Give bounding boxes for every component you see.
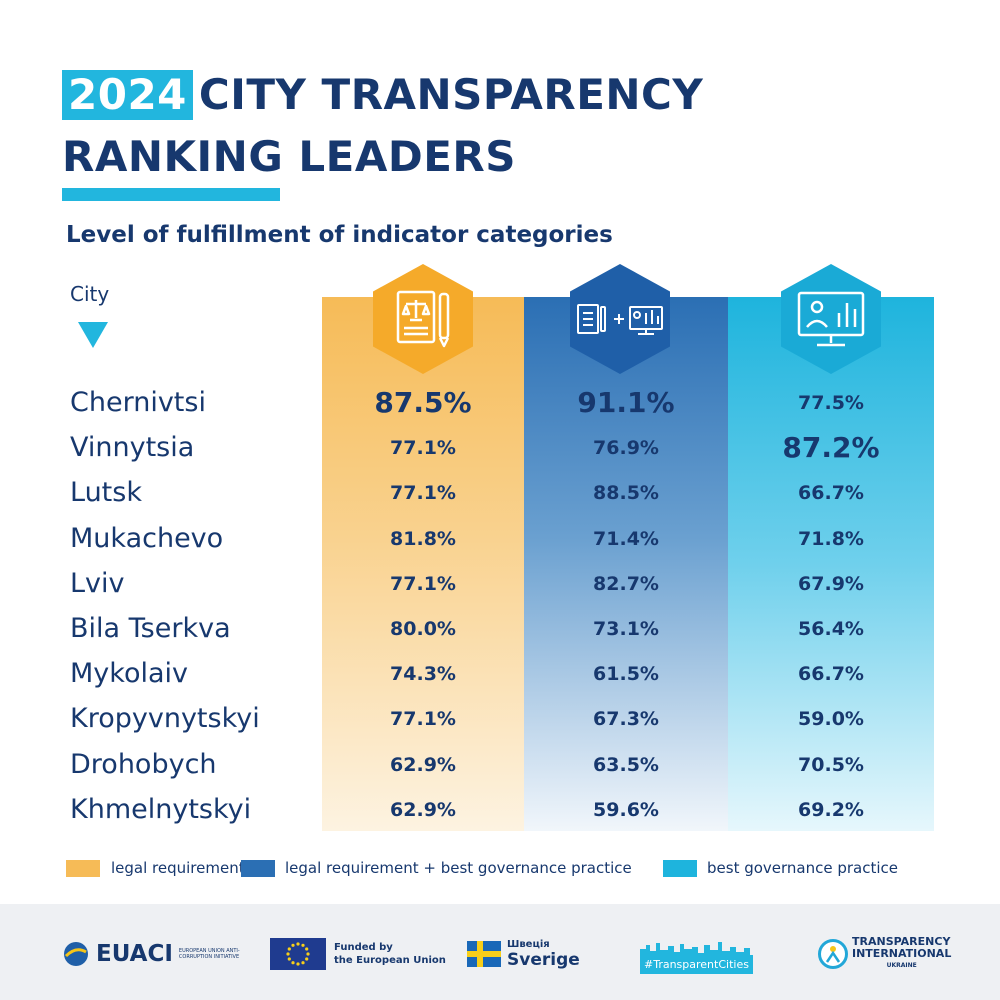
ti-line-3: UKRAINE (886, 962, 917, 969)
legal-document-scales-pen-icon (373, 264, 473, 374)
legend-swatch-legal-requirement (66, 860, 100, 877)
value-cell: 77.5% (798, 392, 864, 414)
value-cell: 77.1% (390, 573, 456, 595)
city-name: Lutsk (70, 477, 142, 508)
city-name: Drohobych (70, 749, 217, 780)
value-cell: 62.9% (390, 754, 456, 776)
value-cell: 69.2% (798, 799, 864, 821)
chart-subtitle: Level of fulfillment of indicator catego… (66, 222, 613, 248)
euaci-tagline: European Union Anti-Corruption Initiativ… (178, 948, 240, 960)
document-plus-monitor-icon (570, 264, 670, 374)
value-cell: 77.1% (390, 708, 456, 730)
euaci-logo: EUACI European Union Anti-Corruption Ini… (62, 934, 249, 974)
column-legal-requirement (322, 297, 524, 831)
transparent-cities-hashtag: #TransparentCities (640, 955, 753, 974)
ti-person-circle-icon (818, 939, 848, 969)
value-cell: 70.5% (798, 754, 864, 776)
city-skyline-icon (640, 942, 750, 955)
value-cell: 74.3% (390, 663, 456, 685)
column-best-governance-practice (728, 297, 934, 831)
value-cell: 71.8% (798, 528, 864, 550)
value-cell: 77.1% (390, 437, 456, 459)
value-cell: 82.7% (593, 573, 659, 595)
eu-flag-icon (270, 938, 326, 970)
city-name: Mukachevo (70, 523, 224, 554)
value-cell: 63.5% (593, 754, 659, 776)
euaci-name: EUACI (96, 941, 173, 967)
value-cell: 59.0% (798, 708, 864, 730)
title-underline (62, 188, 280, 201)
value-cell: 67.9% (798, 573, 864, 595)
value-cell: 81.8% (390, 528, 456, 550)
legend-swatch-legal-plus-best-practice (241, 860, 275, 877)
sweden-line-2: Sverige (507, 949, 580, 970)
city-name: Bila Tserkva (70, 613, 231, 644)
value-cell: 73.1% (593, 618, 659, 640)
page-title-line-2: RANKING LEADERS (62, 132, 517, 181)
value-cell: 80.0% (390, 618, 456, 640)
title-year: 2024 (62, 70, 193, 120)
value-cell: 88.5% (593, 482, 659, 504)
value-cell: 76.9% (593, 437, 659, 459)
value-cell: 67.3% (593, 708, 659, 730)
city-name: Khmelnytskyi (70, 794, 252, 825)
down-arrow-icon (78, 322, 108, 348)
value-cell: 62.9% (390, 799, 456, 821)
city-name: Vinnytsia (70, 432, 195, 463)
sweden-logo: Швеція Sverige (467, 934, 580, 974)
legend-label-best-governance-practice: best governance practice (707, 859, 899, 877)
value-cell: 66.7% (798, 482, 864, 504)
value-cell: 71.4% (593, 528, 659, 550)
ti-line-2: INTERNATIONAL (852, 947, 952, 960)
legend-label-legal-requirement: legal requirement (111, 859, 245, 877)
value-cell: 87.2% (782, 431, 880, 464)
value-cell: 56.4% (798, 618, 864, 640)
column-legal-plus-best-practice (524, 297, 728, 831)
value-cell: 66.7% (798, 663, 864, 685)
city-name: Kropyvnytskyi (70, 703, 260, 734)
eu-funding-logo: Funded by the European Union (270, 934, 446, 974)
page-title-line-1: 2024 CITY TRANSPARENCY (62, 70, 703, 120)
value-cell: 77.1% (390, 482, 456, 504)
value-cell: 91.1% (577, 386, 675, 419)
title-text: CITY TRANSPARENCY (198, 70, 704, 119)
eu-line-1: Funded by (334, 942, 393, 953)
city-name: Chernivtsi (70, 387, 206, 418)
sweden-line-1: Швеція (507, 938, 550, 950)
city-column-header: City (70, 282, 110, 306)
ti-line-1: TRANSPARENCY (852, 935, 951, 948)
legend-label-legal-plus-best-practice: legal requirement + best governance prac… (285, 859, 632, 877)
city-name: Mykolaiv (70, 658, 188, 689)
sweden-flag-icon (467, 941, 501, 967)
transparent-cities-logo: #TransparentCities (640, 934, 753, 974)
eu-line-2: the European Union (334, 955, 446, 966)
transparency-international-logo: TRANSPARENCY INTERNATIONAL UKRAINE (818, 934, 951, 974)
value-cell: 59.6% (593, 799, 659, 821)
value-cell: 61.5% (593, 663, 659, 685)
legend-swatch-best-governance-practice (663, 860, 697, 877)
euaci-globe-icon (64, 942, 88, 966)
value-cell: 87.5% (374, 386, 472, 419)
city-name: Lviv (70, 568, 125, 599)
monitor-chart-icon (781, 264, 881, 374)
